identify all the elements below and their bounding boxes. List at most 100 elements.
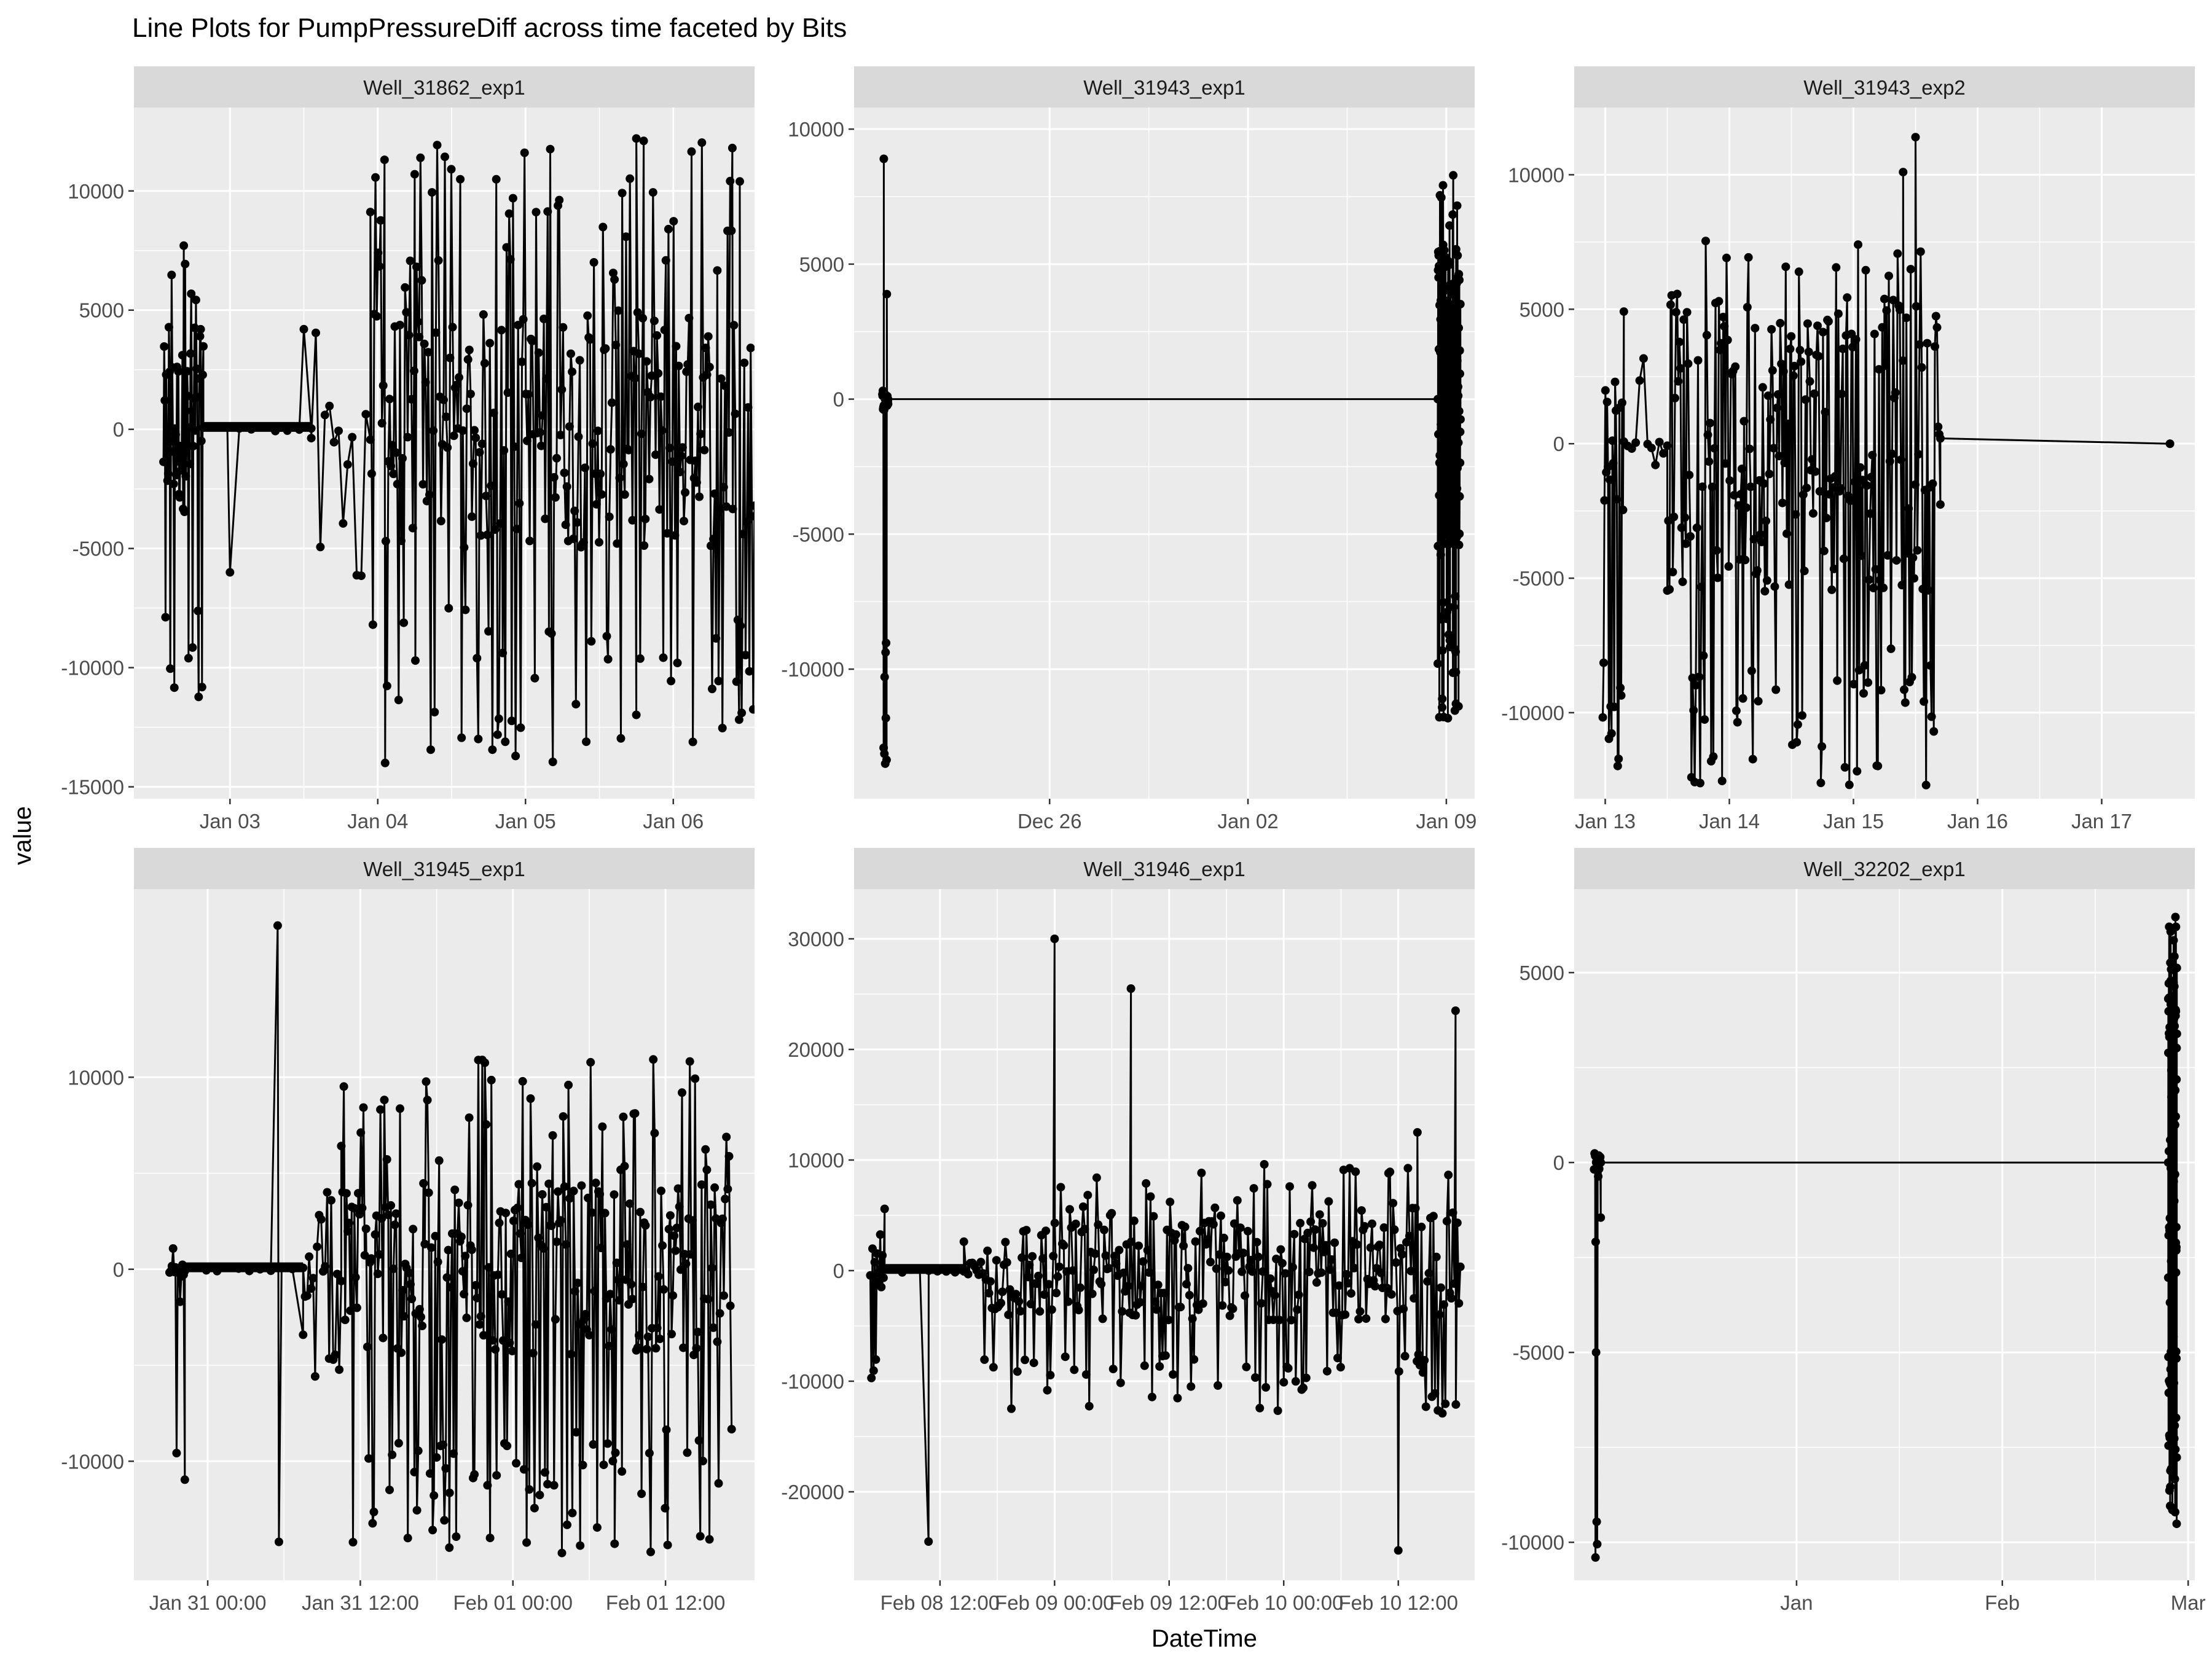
data-point: [1617, 398, 1626, 407]
data-point: [1698, 482, 1707, 492]
data-point: [378, 1333, 388, 1343]
data-point: [450, 1185, 460, 1194]
data-point: [597, 1244, 606, 1252]
x-tick-label: Feb 09 00:00: [995, 1591, 1115, 1614]
data-point: [455, 373, 463, 382]
data-point: [620, 490, 629, 499]
panel-background: [1574, 889, 2195, 1580]
data-point: [546, 144, 555, 154]
data-point: [538, 411, 547, 420]
data-point: [1917, 363, 1926, 372]
data-point: [1101, 1251, 1110, 1260]
data-point: [1857, 551, 1866, 560]
data-point: [877, 1282, 886, 1292]
data-point: [427, 1243, 436, 1252]
data-point: [564, 1080, 573, 1089]
data-point: [361, 410, 371, 419]
data-point: [670, 531, 680, 540]
data-point: [589, 258, 598, 267]
data-point: [1936, 434, 1945, 443]
data-point: [1061, 1352, 1070, 1362]
data-point: [477, 439, 487, 449]
data-point: [1719, 313, 1728, 321]
data-point: [729, 321, 739, 330]
data-point: [1818, 742, 1827, 751]
data-point: [557, 385, 567, 394]
data-point: [2165, 439, 2175, 449]
data-point: [1159, 1288, 1169, 1298]
data-point: [487, 481, 496, 490]
data-point: [2168, 1203, 2177, 1212]
data-point: [543, 207, 552, 216]
data-point: [1839, 554, 1848, 563]
data-point: [963, 1269, 973, 1279]
data-point: [1209, 1220, 1218, 1229]
data-point: [2170, 1421, 2179, 1430]
data-point: [352, 1303, 361, 1312]
data-point: [1299, 1383, 1308, 1392]
data-point: [1454, 407, 1464, 416]
data-point: [1433, 659, 1442, 668]
data-point: [1360, 1221, 1369, 1231]
data-point: [606, 445, 615, 454]
data-point: [1437, 427, 1446, 436]
data-point: [688, 737, 697, 747]
data-point: [506, 255, 515, 264]
data-point: [2167, 1053, 2176, 1062]
data-point: [534, 348, 543, 358]
data-point: [1185, 1291, 1194, 1299]
data-point: [524, 1220, 533, 1229]
data-point: [667, 676, 676, 686]
y-tick-label: -5000: [793, 523, 844, 546]
data-point: [871, 1355, 880, 1364]
data-point: [719, 482, 728, 492]
data-point: [410, 170, 419, 179]
data-point: [1018, 1253, 1027, 1262]
facet-panel-1: Well_31862_exp1 10000 5000 0 -5000 -10000 -150…: [61, 66, 755, 833]
data-point: [634, 349, 643, 358]
data-point: [1710, 444, 1719, 453]
data-point: [1222, 1252, 1231, 1261]
data-point: [565, 422, 574, 431]
y-tick-label: -5000: [1513, 1341, 1564, 1364]
data-point: [1854, 240, 1862, 249]
data-point: [327, 1196, 335, 1205]
data-point: [1734, 501, 1743, 510]
data-point: [1722, 253, 1731, 262]
data-point: [1044, 1280, 1053, 1289]
data-point: [556, 431, 565, 439]
data-point: [516, 1229, 525, 1238]
data-point: [1083, 1191, 1092, 1200]
data-point: [639, 136, 648, 146]
data-point: [1883, 551, 1892, 560]
data-point: [512, 1459, 521, 1468]
data-point: [1592, 1517, 1601, 1526]
data-point: [163, 469, 173, 478]
data-point: [1291, 1377, 1300, 1386]
data-point: [491, 1345, 500, 1354]
data-point: [2172, 1075, 2181, 1084]
data-point: [199, 342, 208, 351]
data-point: [1666, 300, 1675, 309]
data-point: [388, 441, 397, 450]
data-point: [397, 1348, 406, 1357]
data-point: [578, 1460, 587, 1470]
data-point: [512, 524, 522, 533]
data-point: [1765, 469, 1774, 479]
data-point: [480, 1058, 490, 1067]
data-point: [1445, 539, 1454, 549]
data-point: [345, 1218, 354, 1228]
data-point: [1236, 1223, 1245, 1233]
data-point: [1912, 302, 1921, 311]
data-point: [1723, 335, 1732, 345]
data-point: [256, 1264, 265, 1274]
data-point: [1296, 1218, 1305, 1228]
data-point: [1448, 210, 1457, 219]
data-point: [473, 654, 482, 663]
data-point: [879, 154, 888, 163]
data-point: [1070, 1365, 1079, 1374]
data-point: [191, 296, 200, 305]
data-point: [187, 289, 196, 299]
data-point: [1336, 1363, 1345, 1372]
x-tick-label: Feb 01 00:00: [453, 1591, 573, 1614]
